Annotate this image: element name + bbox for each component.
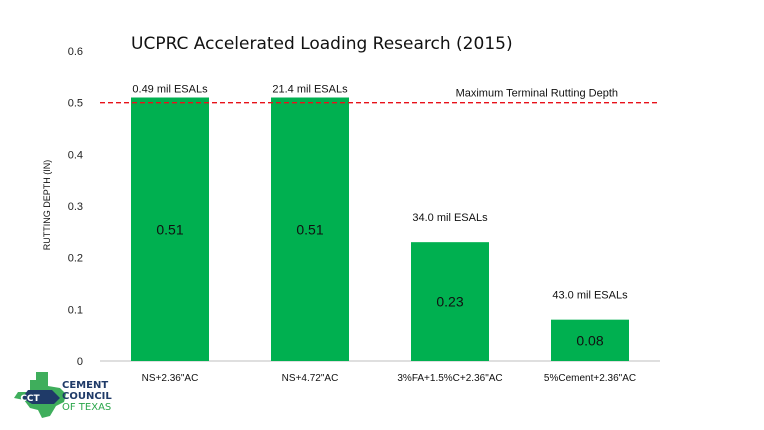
bar-2: [411, 242, 489, 361]
y-tick-label-4: 0.4: [68, 149, 83, 161]
y-tick-label-6: 0.6: [68, 46, 83, 58]
threshold-label: Maximum Terminal Rutting Depth: [456, 88, 618, 100]
bar-value-label-2: 0.23: [436, 294, 463, 310]
esal-annotation-2: 34.0 mil ESALs: [412, 212, 488, 224]
threshold-group: Maximum Terminal Rutting Depth: [100, 88, 660, 104]
chart-title: UCPRC Accelerated Loading Research (2015…: [131, 34, 513, 54]
y-tick-label-1: 0.1: [68, 304, 83, 316]
y-tick-label-2: 0.2: [68, 253, 83, 265]
bar-value-label-1: 0.51: [296, 221, 323, 237]
category-label-1: NS+4.72"AC: [282, 373, 339, 384]
category-label-0: NS+2.36"AC: [142, 373, 199, 384]
bar-0: [131, 97, 209, 361]
esal-annotation-0: 0.49 mil ESALs: [132, 84, 208, 96]
bar-value-label-0: 0.51: [156, 221, 183, 237]
logo-line1: CEMENT: [62, 380, 108, 391]
category-label-3: 5%Cement+2.36"AC: [544, 373, 636, 384]
category-labels: NS+2.36"AC NS+4.72"AC 3%FA+1.5%C+2.36"AC 5%…: [142, 373, 636, 384]
bar-1: [271, 97, 349, 361]
y-axis-label: RUTTING DEPTH (IN): [42, 160, 52, 251]
esal-annotation-1: 21.4 mil ESALs: [272, 84, 348, 96]
y-tick-label-3: 0.3: [68, 201, 83, 213]
y-axis-ticks: 0 0.1 0.2 0.3 0.4 0.5 0.6: [68, 46, 83, 368]
bars: 0.51 0.49 mil ESALs 0.51 21.4 mil ESALs 0.23…: [131, 84, 629, 361]
bar-value-label-3: 0.08: [576, 332, 603, 348]
y-tick-label-5: 0.5: [68, 98, 83, 110]
esal-annotation-3: 43.0 mil ESALs: [552, 290, 628, 302]
y-tick-label-0: 0: [77, 356, 83, 368]
bar-3: [551, 319, 629, 361]
logo: CCT CEMENT COUNCIL OF TEXAS: [14, 372, 112, 418]
logo-line2: COUNCIL: [62, 391, 112, 402]
logo-abbr: CCT: [20, 394, 40, 404]
logo-line3: OF TEXAS: [62, 402, 111, 413]
category-label-2: 3%FA+1.5%C+2.36"AC: [397, 373, 502, 384]
texas-map-icon: [14, 372, 66, 418]
